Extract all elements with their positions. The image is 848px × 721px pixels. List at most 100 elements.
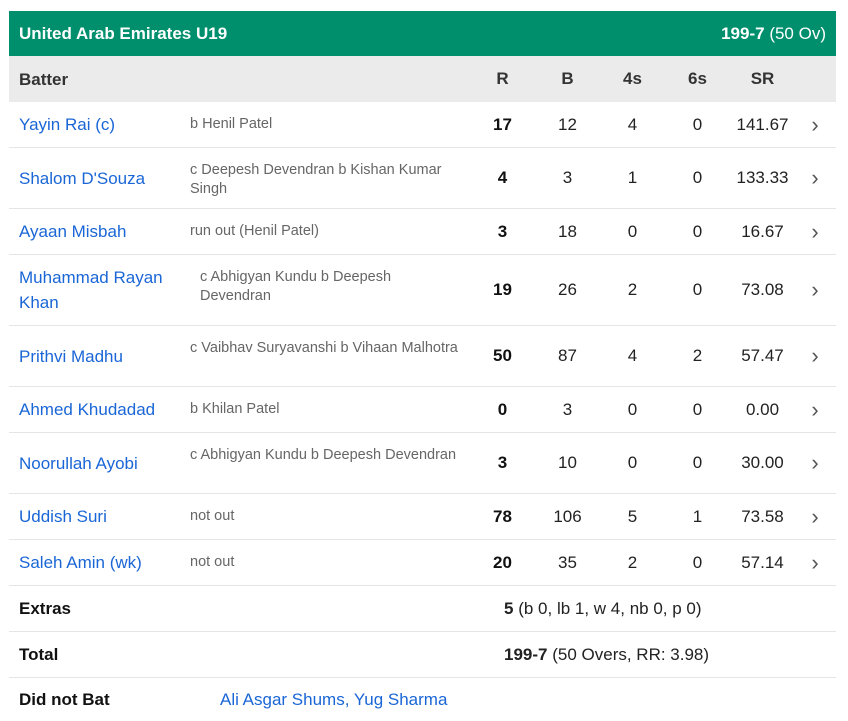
- runs: 78: [493, 506, 512, 526]
- chevron-right-icon[interactable]: ›: [811, 277, 819, 302]
- column-header: Batter R B 4s 6s SR: [9, 56, 836, 102]
- chevron-right-icon[interactable]: ›: [811, 218, 819, 244]
- extras-row: Extras 5 (b 0, lb 1, w 4, nb 0, p 0): [9, 586, 836, 632]
- runs: 20: [493, 552, 512, 572]
- batter-row[interactable]: Saleh Amin (wk) not out 20 35 2 0 57.14 …: [9, 540, 836, 586]
- dismissal: c Vaibhav Suryavanshi b Vihaan Malhotra: [190, 340, 458, 356]
- dismissal: c Deepesh Devendran b Kishan Kumar Singh: [190, 162, 442, 197]
- fours: 2: [627, 552, 638, 572]
- strike-rate: 57.47: [741, 346, 784, 365]
- innings-header[interactable]: United Arab Emirates U19 199-7 (50 Ov): [9, 11, 836, 56]
- runs: 19: [493, 280, 512, 299]
- score: 199-7: [721, 23, 765, 43]
- col-balls: B: [561, 69, 574, 88]
- strike-rate: 73.58: [741, 506, 784, 526]
- batter-row[interactable]: Yayin Rai (c) b Henil Patel 17 12 4 0 14…: [9, 102, 836, 148]
- sixes: 0: [692, 453, 703, 472]
- col-fours: 4s: [623, 69, 642, 88]
- batter-name[interactable]: Uddish Suri: [19, 507, 107, 526]
- batter-row[interactable]: Prithvi Madhu c Vaibhav Suryavanshi b Vi…: [9, 326, 836, 387]
- chevron-right-icon[interactable]: ›: [811, 450, 819, 475]
- dismissal: not out: [190, 554, 235, 570]
- runs: 17: [493, 114, 512, 134]
- total-score: 199-7: [504, 644, 548, 664]
- fours: 2: [627, 280, 638, 299]
- balls: 10: [558, 453, 577, 472]
- fours: 0: [627, 453, 638, 472]
- total-value: 199-7 (50 Overs, RR: 3.98): [504, 645, 709, 665]
- col-batter: Batter: [19, 69, 69, 89]
- balls: 106: [553, 506, 582, 526]
- col-sixes: 6s: [688, 69, 707, 88]
- total-label: Total: [19, 644, 59, 664]
- balls: 87: [558, 346, 577, 365]
- fours: 0: [627, 399, 638, 419]
- extras-detail: (b 0, lb 1, w 4, nb 0, p 0): [518, 598, 702, 618]
- strike-rate: 133.33: [736, 168, 789, 187]
- overs: (50 Ov): [769, 23, 826, 43]
- batter-row[interactable]: Shalom D'Souza c Deepesh Devendran b Kis…: [9, 148, 836, 209]
- batter-name[interactable]: Prithvi Madhu: [19, 346, 123, 366]
- total-detail: (50 Overs, RR: 3.98): [552, 644, 710, 664]
- dismissal: b Henil Patel: [190, 116, 273, 132]
- innings-score: 199-7 (50 Ov): [721, 24, 826, 44]
- chevron-right-icon[interactable]: ›: [811, 549, 819, 575]
- batter-name[interactable]: Yayin Rai (c): [19, 115, 116, 134]
- sixes: 0: [692, 168, 703, 187]
- sixes: 0: [692, 221, 703, 241]
- batter-name[interactable]: Shalom D'Souza: [19, 168, 146, 188]
- strike-rate: 16.67: [741, 221, 784, 241]
- fours: 0: [627, 221, 638, 241]
- chevron-right-icon[interactable]: ›: [811, 396, 819, 422]
- batter-name[interactable]: Muhammad Rayan Khan: [19, 268, 163, 312]
- col-runs: R: [496, 69, 509, 88]
- fours: 5: [627, 506, 638, 526]
- fours: 4: [627, 114, 638, 134]
- balls: 12: [558, 114, 577, 134]
- dismissal: c Abhigyan Kundu b Deepesh Devendran: [190, 447, 457, 463]
- chevron-right-icon[interactable]: ›: [811, 111, 819, 137]
- balls: 26: [558, 280, 577, 299]
- total-row: Total 199-7 (50 Overs, RR: 3.98): [9, 632, 836, 678]
- sixes: 0: [692, 399, 703, 419]
- batter-row[interactable]: Uddish Suri not out 78 106 5 1 73.58 ›: [9, 494, 836, 540]
- balls: 3: [562, 399, 573, 419]
- batter-row[interactable]: Muhammad Rayan Khan c Abhigyan Kundu b D…: [9, 255, 836, 326]
- dismissal: run out (Henil Patel): [190, 223, 319, 239]
- sixes: 2: [692, 346, 703, 365]
- fours: 4: [627, 346, 638, 365]
- sixes: 0: [692, 280, 703, 299]
- chevron-right-icon[interactable]: ›: [811, 503, 819, 529]
- batter-name[interactable]: Noorullah Ayobi: [19, 453, 138, 473]
- dismissal: b Khilan Patel: [190, 401, 280, 417]
- runs: 3: [497, 221, 508, 241]
- extras-label: Extras: [19, 598, 71, 618]
- sixes: 1: [692, 506, 703, 526]
- batter-row[interactable]: Noorullah Ayobi c Abhigyan Kundu b Deepe…: [9, 433, 836, 494]
- col-sr: SR: [750, 69, 775, 88]
- runs: 0: [497, 399, 508, 419]
- sixes: 0: [692, 114, 703, 134]
- dismissal: not out: [190, 508, 235, 524]
- extras-total: 5: [504, 598, 514, 618]
- extras-value: 5 (b 0, lb 1, w 4, nb 0, p 0): [504, 599, 702, 619]
- balls: 3: [562, 168, 573, 187]
- team-name: United Arab Emirates U19: [19, 23, 228, 43]
- batter-row[interactable]: Ahmed Khudadad b Khilan Patel 0 3 0 0 0.…: [9, 387, 836, 433]
- balls: 18: [558, 221, 577, 241]
- runs: 3: [497, 453, 508, 472]
- did-not-bat-players[interactable]: Ali Asgar Shums, Yug Sharma: [220, 689, 448, 709]
- did-not-bat-row: Did not Bat Ali Asgar Shums, Yug Sharma: [9, 678, 836, 721]
- scorecard: United Arab Emirates U19 199-7 (50 Ov) B…: [9, 11, 836, 721]
- chevron-right-icon[interactable]: ›: [811, 165, 819, 190]
- fours: 1: [627, 168, 638, 187]
- batter-name[interactable]: Ahmed Khudadad: [19, 400, 156, 419]
- batter-name[interactable]: Ayaan Misbah: [19, 222, 127, 241]
- batter-row[interactable]: Ayaan Misbah run out (Henil Patel) 3 18 …: [9, 209, 836, 255]
- batter-name[interactable]: Saleh Amin (wk): [19, 553, 142, 572]
- chevron-right-icon[interactable]: ›: [811, 343, 819, 368]
- did-not-bat-label: Did not Bat: [19, 689, 110, 709]
- strike-rate: 0.00: [745, 399, 780, 419]
- runs: 4: [497, 168, 508, 187]
- balls: 35: [558, 552, 577, 572]
